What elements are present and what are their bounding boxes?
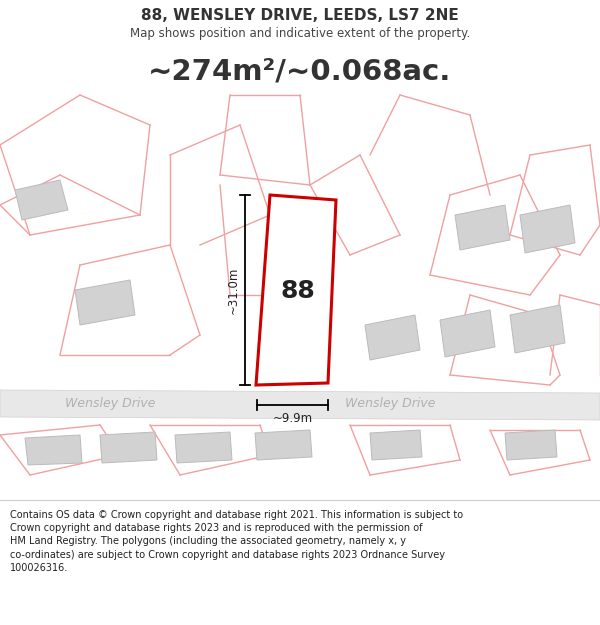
Text: Wensley Drive: Wensley Drive xyxy=(65,396,155,409)
Polygon shape xyxy=(255,430,312,460)
Text: 88, WENSLEY DRIVE, LEEDS, LS7 2NE: 88, WENSLEY DRIVE, LEEDS, LS7 2NE xyxy=(141,9,459,24)
Polygon shape xyxy=(75,280,135,325)
Text: ~274m²/~0.068ac.: ~274m²/~0.068ac. xyxy=(148,58,452,86)
Text: Map shows position and indicative extent of the property.: Map shows position and indicative extent… xyxy=(130,26,470,39)
Polygon shape xyxy=(175,432,232,463)
Polygon shape xyxy=(520,205,575,253)
Text: 88: 88 xyxy=(280,279,315,302)
Polygon shape xyxy=(370,430,422,460)
Text: Wensley Drive: Wensley Drive xyxy=(345,396,435,409)
Polygon shape xyxy=(256,195,336,385)
Polygon shape xyxy=(25,435,82,465)
Polygon shape xyxy=(510,305,565,353)
Polygon shape xyxy=(100,432,157,463)
Text: Contains OS data © Crown copyright and database right 2021. This information is : Contains OS data © Crown copyright and d… xyxy=(10,510,463,572)
Polygon shape xyxy=(440,310,495,357)
Polygon shape xyxy=(0,390,600,420)
Text: ~9.9m: ~9.9m xyxy=(272,411,313,424)
Text: ~31.0m: ~31.0m xyxy=(227,266,239,314)
Polygon shape xyxy=(455,205,510,250)
Polygon shape xyxy=(15,180,68,220)
Polygon shape xyxy=(365,315,420,360)
Polygon shape xyxy=(505,430,557,460)
